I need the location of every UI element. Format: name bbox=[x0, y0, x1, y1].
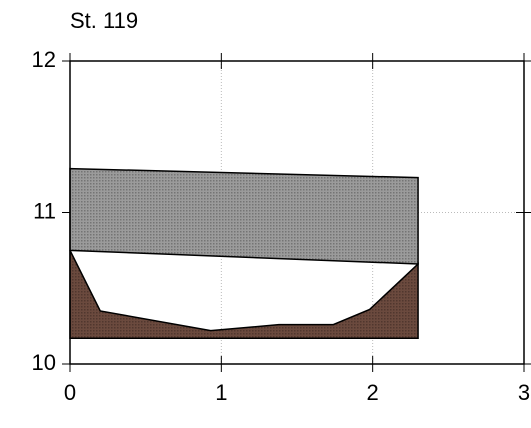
y-tick-label: 11 bbox=[33, 198, 56, 223]
x-tick-label: 2 bbox=[367, 380, 379, 405]
x-tick-label: 3 bbox=[518, 380, 530, 405]
y-tick-label: 12 bbox=[32, 47, 56, 72]
area-texture bbox=[70, 250, 419, 339]
y-tick-label: 10 bbox=[32, 350, 56, 375]
plot-frame bbox=[69, 60, 525, 365]
chart-title: St. 119 bbox=[70, 8, 138, 33]
x-tick-label: 0 bbox=[64, 380, 76, 405]
x-tick-label: 1 bbox=[215, 380, 227, 405]
area-texture bbox=[70, 168, 419, 265]
